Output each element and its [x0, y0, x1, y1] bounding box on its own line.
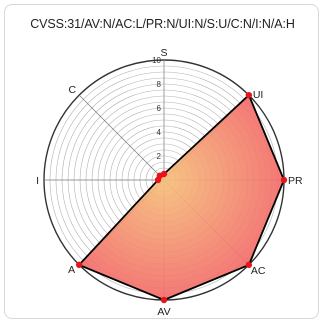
- axis-label-s: S: [160, 47, 167, 59]
- data-point-ui: [246, 92, 252, 98]
- data-point-a: [76, 262, 82, 268]
- spoke-c: [79, 95, 164, 180]
- axis-label-ac: AC: [251, 265, 266, 277]
- tick-label: 2: [157, 152, 162, 161]
- axis-label-pr: PR: [288, 175, 303, 187]
- data-point-c: [157, 173, 163, 179]
- data-point-pr: [281, 177, 287, 183]
- data-point-av: [161, 297, 167, 303]
- tick-label: 4: [157, 128, 162, 137]
- tick-label: 8: [157, 80, 162, 89]
- axis-label-c: C: [69, 84, 77, 96]
- axis-label-i: I: [36, 175, 39, 187]
- tick-label: 6: [157, 104, 162, 113]
- axis-label-ui: UI: [253, 89, 264, 101]
- axis-label-av: AV: [157, 306, 170, 318]
- axis-label-a: A: [68, 264, 75, 276]
